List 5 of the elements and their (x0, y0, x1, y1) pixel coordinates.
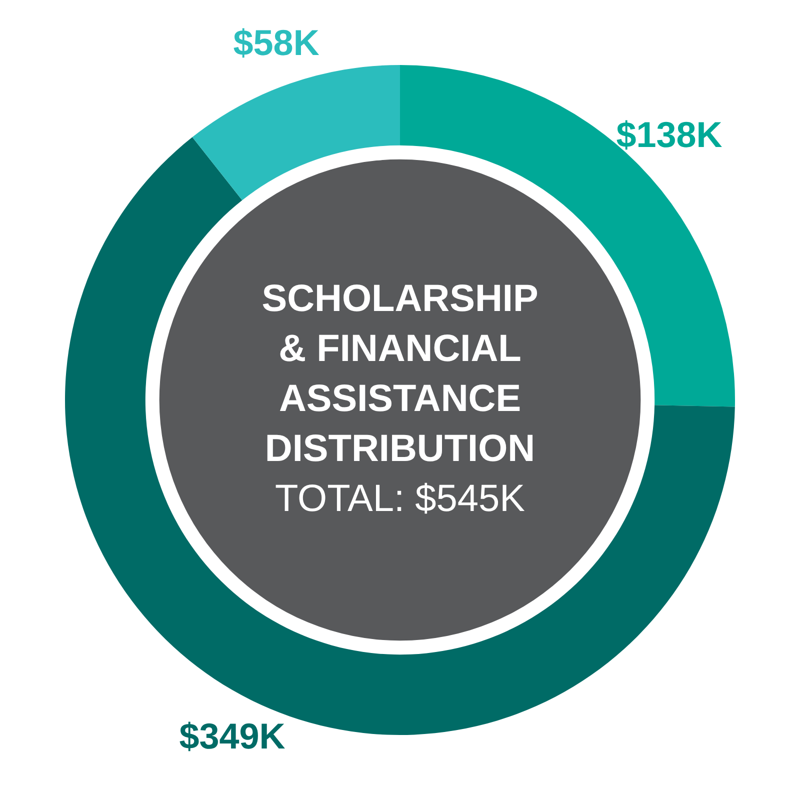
text: SCHOLARSHIP & FINANCIAL ASSISTANCE DISTRIBUTION (262, 278, 538, 470)
data-label: $349K (179, 716, 286, 757)
data-label: $138K (616, 114, 722, 156)
text: TOTAL: $545K (275, 478, 525, 520)
data-label: $58K (233, 22, 320, 63)
